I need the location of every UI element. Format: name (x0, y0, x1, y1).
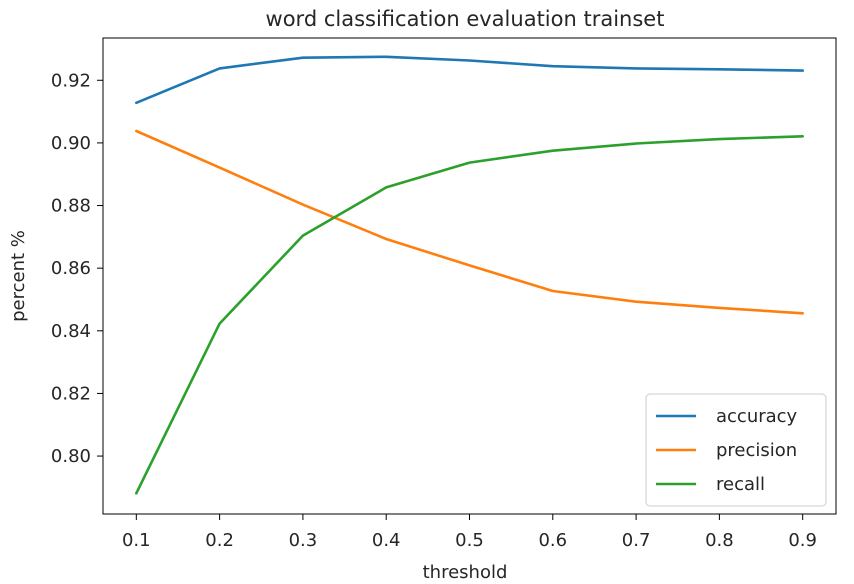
y-tick-label: 0.90 (51, 133, 91, 154)
series-line-accuracy (135, 55, 805, 105)
y-tick-label: 0.84 (51, 321, 91, 342)
x-axis: 0.1 0.2 0.3 0.4 0.5 0.6 0.7 0.8 0.9 (122, 514, 817, 551)
legend-label-recall: recall (716, 474, 765, 495)
x-tick-label: 0.9 (788, 530, 817, 551)
x-tick-label: 0.1 (122, 530, 151, 551)
x-tick-label: 0.6 (538, 530, 567, 551)
y-axis: 0.80 0.82 0.84 0.86 0.88 0.90 0.92 (51, 70, 103, 467)
series-line-precision (135, 129, 805, 315)
chart-title: word classification evaluation trainset (266, 7, 665, 31)
x-tick-label: 0.7 (622, 530, 651, 551)
x-tick-label: 0.4 (372, 530, 401, 551)
y-tick-label: 0.86 (51, 258, 91, 279)
x-tick-label: 0.3 (289, 530, 318, 551)
series-lines (135, 55, 805, 495)
x-tick-label: 0.5 (455, 530, 484, 551)
x-tick-label: 0.2 (205, 530, 234, 551)
legend-box (645, 393, 827, 507)
legend-label-precision: precision (716, 440, 797, 461)
legend: accuracy precision recall (645, 393, 827, 507)
y-tick-label: 0.88 (51, 196, 91, 217)
y-tick-label: 0.80 (51, 446, 91, 467)
y-tick-label: 0.82 (51, 383, 91, 404)
y-axis-label: percent % (8, 230, 29, 322)
x-tick-label: 0.8 (705, 530, 734, 551)
x-axis-label: threshold (423, 562, 508, 583)
legend-label-accuracy: accuracy (716, 406, 798, 427)
series-line-recall (135, 135, 805, 495)
y-tick-label: 0.92 (51, 70, 91, 91)
